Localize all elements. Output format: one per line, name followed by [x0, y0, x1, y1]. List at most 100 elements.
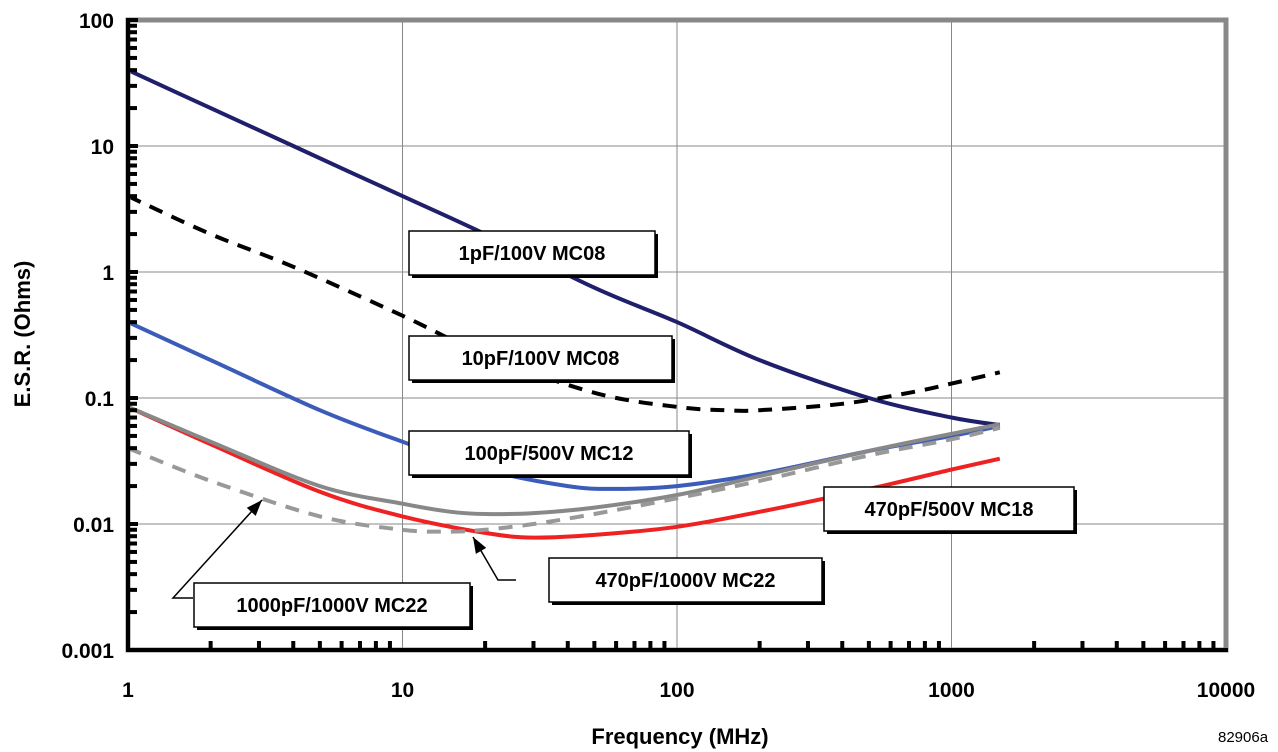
- arrowhead: [473, 537, 487, 554]
- y-tick-label: 0.1: [85, 388, 115, 411]
- y-minor-tick: [128, 415, 137, 420]
- x-minor-tick: [317, 641, 322, 650]
- annotation-text: 1pF/100V MC08: [459, 243, 606, 265]
- x-minor-tick: [1032, 641, 1037, 650]
- y-tick-label: 1: [102, 262, 114, 285]
- y-major-tick: [128, 396, 138, 400]
- x-minor-tick: [1114, 641, 1119, 650]
- x-minor-tick: [208, 641, 213, 650]
- x-minor-tick: [888, 641, 893, 650]
- grid-lines: [128, 20, 1226, 650]
- minor-ticks: [128, 18, 1216, 652]
- y-tick-label: 100: [79, 10, 114, 33]
- y-minor-tick: [128, 541, 137, 546]
- x-tick-label: 10000: [1197, 679, 1255, 702]
- y-minor-tick: [128, 209, 137, 214]
- annotation-leader-2: [171, 499, 263, 599]
- annotation-text: 470pF/500V MC18: [865, 499, 1034, 521]
- annotation-text: 1000pF/1000V MC22: [236, 595, 427, 617]
- y-minor-tick: [128, 423, 137, 428]
- y-minor-tick: [128, 572, 137, 577]
- x-minor-tick: [866, 641, 871, 650]
- y-minor-tick: [128, 527, 137, 532]
- x-minor-tick: [632, 641, 637, 650]
- x-minor-tick: [483, 641, 488, 650]
- y-minor-tick: [128, 335, 137, 340]
- y-minor-tick: [128, 534, 137, 539]
- annotation-label-2: 10pF/100V MC08: [408, 335, 675, 383]
- y-minor-tick: [128, 37, 137, 42]
- x-minor-tick: [357, 641, 362, 650]
- x-minor-tick: [531, 641, 536, 650]
- x-tick-label: 1: [122, 679, 134, 702]
- series-line-5: [127, 405, 1001, 517]
- annotation-box: [548, 557, 823, 603]
- x-minor-tick: [922, 641, 927, 650]
- y-minor-tick: [128, 163, 137, 168]
- x-tick-label: 10: [391, 679, 414, 702]
- x-minor-tick: [1197, 641, 1202, 650]
- x-minor-tick: [256, 641, 261, 650]
- tick-labels: 1 10 100 1000 10000 0.001 0.01 0.1 1 10 100: [61, 10, 1255, 702]
- annotation-text: 470pF/1000V MC22: [595, 570, 775, 592]
- x-minor-tick: [805, 641, 810, 650]
- y-minor-tick: [128, 282, 137, 287]
- annotations: 1pF/100V MC08 10pF/100V MC08 100pF/500V MC…: [171, 230, 1077, 630]
- x-minor-tick: [757, 641, 762, 650]
- y-minor-tick: [128, 446, 137, 451]
- y-minor-tick: [128, 408, 137, 413]
- y-minor-tick: [128, 55, 137, 60]
- x-minor-tick: [840, 641, 845, 650]
- y-minor-tick: [128, 289, 137, 294]
- x-minor-tick: [339, 641, 344, 650]
- y-minor-tick: [128, 358, 137, 363]
- annotation-box: [823, 486, 1075, 532]
- y-minor-tick: [128, 461, 137, 466]
- x-minor-tick: [614, 641, 619, 650]
- annotation-box: [193, 582, 471, 628]
- x-minor-tick: [648, 641, 653, 650]
- x-minor-tick: [1181, 641, 1186, 650]
- x-minor-tick: [936, 641, 941, 650]
- annotation-leader-1: [472, 536, 516, 581]
- x-minor-tick: [1211, 641, 1216, 650]
- y-minor-tick: [128, 106, 137, 111]
- annotation-label-4: 470pF/500V MC18: [823, 486, 1077, 534]
- x-minor-tick: [662, 641, 667, 650]
- y-minor-tick: [128, 275, 137, 280]
- x-tick-label: 1000: [928, 679, 975, 702]
- y-minor-tick: [128, 320, 137, 325]
- x-minor-tick: [565, 641, 570, 650]
- series-lines: [127, 68, 1001, 540]
- y-major-tick: [128, 18, 138, 22]
- y-minor-tick: [128, 83, 137, 88]
- y-minor-tick: [128, 156, 137, 161]
- annotation-label-6: 1000pF/1000V MC22: [193, 582, 473, 630]
- y-minor-tick: [128, 45, 137, 50]
- y-minor-tick: [128, 484, 137, 489]
- y-minor-tick: [128, 171, 137, 176]
- x-minor-tick: [291, 641, 296, 650]
- series-line-6: [127, 425, 1001, 534]
- y-minor-tick: [128, 149, 137, 154]
- y-minor-tick: [128, 68, 137, 73]
- annotation-text: 10pF/100V MC08: [462, 348, 620, 370]
- x-minor-tick: [592, 641, 597, 650]
- y-minor-tick: [128, 181, 137, 186]
- series-line-1: [127, 68, 1001, 427]
- y-major-tick: [128, 648, 138, 652]
- x-tick-label: 100: [659, 679, 694, 702]
- y-minor-tick: [128, 30, 137, 35]
- y-minor-tick: [128, 23, 137, 28]
- y-axis-title: E.S.R. (Ohms): [10, 261, 35, 408]
- annotation-label-3: 100pF/500V MC12: [408, 430, 692, 478]
- annotation-box: [408, 430, 690, 476]
- y-tick-label: 0.01: [73, 514, 114, 537]
- annotation-label-1: 1pF/100V MC08: [408, 230, 658, 278]
- y-minor-tick: [128, 401, 137, 406]
- y-minor-tick: [128, 559, 137, 564]
- annotation-label-5: 470pF/1000V MC22: [548, 557, 825, 605]
- axes: [126, 18, 1228, 652]
- y-minor-tick: [128, 194, 137, 199]
